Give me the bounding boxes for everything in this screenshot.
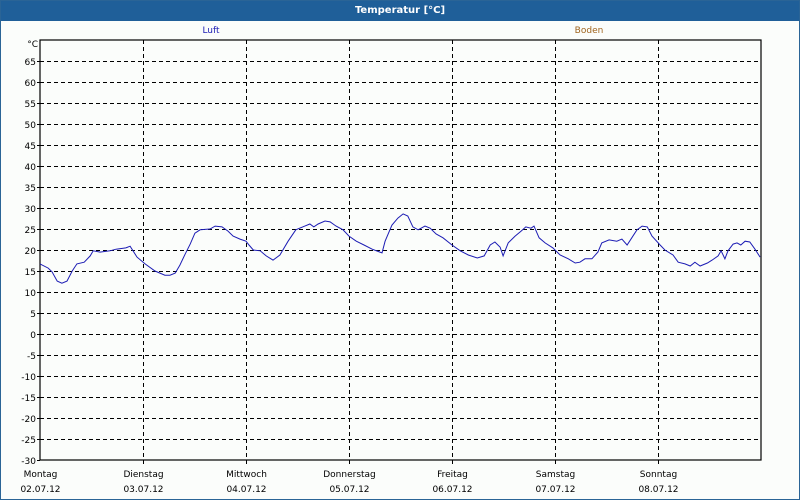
x-date-label: 05.07.12 — [329, 485, 369, 495]
legend-boden: Boden — [574, 26, 604, 36]
y-tick-label: 25 — [25, 226, 36, 236]
x-day-label: Freitag — [437, 470, 468, 480]
y-tick-label: -15 — [21, 394, 36, 404]
y-tick-label: 15 — [25, 268, 36, 278]
y-tick-label: 0 — [30, 331, 36, 341]
x-day-label: Donnerstag — [323, 470, 376, 480]
y-tick-label: -25 — [21, 436, 36, 446]
y-tick-label: 40 — [25, 163, 37, 173]
x-date-label: 03.07.12 — [123, 485, 163, 495]
y-tick-label: -5 — [27, 352, 36, 362]
x-date-label: 04.07.12 — [226, 485, 266, 495]
y-tick-label: 10 — [25, 289, 37, 299]
y-tick-label: 30 — [25, 205, 37, 215]
y-tick-label: 60 — [25, 79, 37, 89]
y-tick-label: 50 — [25, 121, 37, 131]
x-day-label: Mittwoch — [226, 470, 267, 480]
x-day-label: Montag — [24, 470, 58, 480]
y-axis-unit: °C — [27, 40, 38, 50]
y-tick-label: 35 — [25, 184, 36, 194]
x-day-label: Dienstag — [123, 470, 163, 480]
y-tick-label: -10 — [21, 373, 36, 383]
legend-luft: Luft — [202, 26, 220, 36]
y-tick-label: 45 — [25, 142, 36, 152]
x-date-label: 06.07.12 — [432, 485, 472, 495]
plot-border — [39, 39, 762, 461]
x-date-label: 07.07.12 — [535, 485, 575, 495]
y-tick-label: 5 — [30, 310, 36, 320]
grid-lines — [40, 40, 761, 464]
y-axis-ticks: 65605550454035302520151050-5-10-15-20-25… — [21, 58, 40, 467]
x-date-label: 02.07.12 — [20, 485, 60, 495]
x-day-label: Sonntag — [640, 470, 677, 480]
y-tick-label: -20 — [21, 415, 36, 425]
y-tick-label: 20 — [25, 247, 37, 257]
y-tick-label: 55 — [25, 100, 36, 110]
luft-series-line — [39, 213, 761, 284]
x-day-label: Samstag — [536, 470, 575, 480]
x-axis-ticks: Montag 02.07.12 Dienstag 03.07.12 Mittwoch 04… — [20, 470, 678, 495]
x-date-label: 08.07.12 — [638, 485, 678, 495]
y-tick-label: -30 — [21, 457, 36, 467]
y-tick-label: 65 — [25, 58, 36, 68]
chart-title: Temperatur [°C] — [1, 1, 799, 21]
